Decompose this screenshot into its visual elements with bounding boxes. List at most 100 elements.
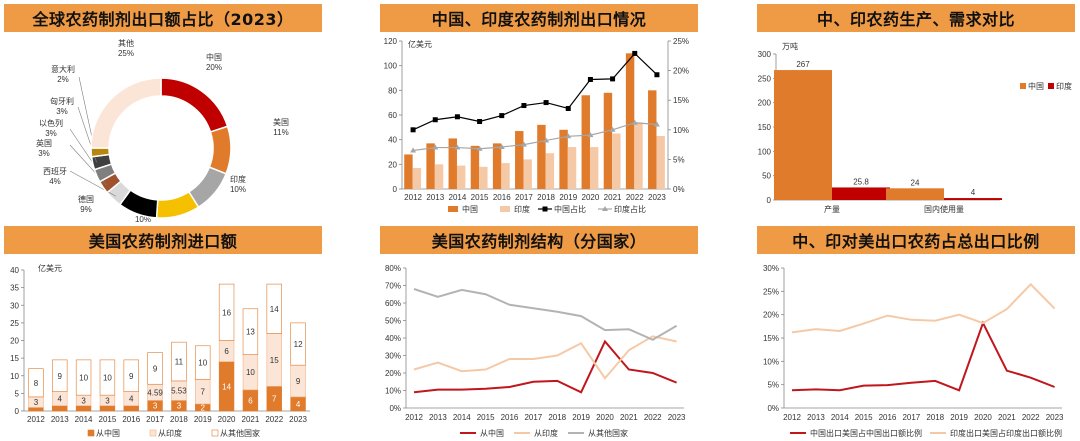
legend-swatch (1048, 83, 1054, 89)
title-banner-us-export-ratio: 中、印对美出口农药占总出口比例 (757, 226, 1075, 254)
legend-swatch (500, 206, 510, 212)
china-share-point (610, 76, 616, 82)
bar-china (603, 92, 613, 189)
y-tick-label: 120 (384, 37, 398, 46)
china-share-line (412, 52, 658, 131)
y-tick-label: 5 (15, 389, 20, 398)
pie-label-value: 11% (273, 128, 288, 137)
segment-value-label: 4 (129, 395, 134, 404)
x-tick-label: 2014 (453, 413, 471, 422)
bar-india (434, 164, 444, 189)
y-tick-label: 200 (758, 99, 772, 108)
stack-segment (99, 359, 116, 396)
china-share-point (654, 72, 660, 78)
x-tick-label: 2013 (426, 193, 444, 202)
bar-china (537, 124, 546, 189)
pie-label-value: 20% (206, 63, 222, 72)
y2-tick-label: 25% (673, 37, 689, 46)
segment-value-label: 4 (58, 395, 63, 404)
china-share-point (499, 113, 505, 119)
y-tick-label: 60 (388, 111, 397, 120)
india-share-point (631, 119, 638, 125)
x-tick-label: 2013 (51, 415, 69, 424)
x-tick-label: 2018 (548, 413, 566, 422)
x-tick-label: 2016 (122, 415, 140, 424)
y-tick-label: 80% (385, 264, 401, 273)
pie-label-value: 3% (45, 129, 57, 138)
y-tick-label: 40 (388, 136, 397, 145)
chart-us-structure: 0% 10% 20% 30% 40% 50% 60% 70% 80% 2012 2013 2014 20… (385, 264, 686, 438)
y-tick-label: 10% (385, 387, 401, 396)
segment-value-label: 5.53 (171, 387, 187, 396)
stack-segment (28, 407, 44, 412)
china-share-point (432, 117, 438, 123)
china-share-point (454, 114, 460, 120)
bar-india (589, 147, 599, 189)
x-tick-label: 2023 (648, 193, 666, 202)
y-tick-label: 20 (10, 337, 19, 346)
legend-label: 从印度 (158, 428, 182, 438)
stack-segment (52, 405, 68, 412)
y-tick-label: 60% (385, 299, 401, 308)
china-share-point (410, 127, 416, 133)
x-tick-label: 2017 (146, 415, 164, 424)
x-tick-label: 2014 (831, 413, 849, 422)
x-tick-label: 2019 (559, 193, 577, 202)
bar-india (523, 159, 532, 189)
series-line (413, 339, 677, 394)
x-tick-label: 2021 (604, 193, 622, 202)
series-line (413, 288, 678, 341)
y-tick-label: 30% (385, 352, 401, 361)
bar-value-label: 267 (796, 60, 810, 69)
y-tick-label: 20 (388, 160, 397, 169)
bar-india (545, 153, 555, 189)
india-share-point (587, 132, 594, 138)
y-tick-label: 100 (758, 147, 772, 156)
legend-marker (542, 206, 548, 212)
x-tick-label: 2022 (265, 415, 283, 424)
segment-value-label: 4.59 (147, 388, 163, 397)
pie-label-name: 印度 (230, 174, 246, 184)
x-tick-label: 2012 (404, 193, 422, 202)
x-tick-label: 2015 (471, 193, 489, 202)
y-tick-label: 250 (758, 74, 772, 83)
y2-tick-label: 0% (673, 185, 685, 194)
x-tick-label: 2018 (170, 415, 188, 424)
stack-segment (28, 368, 44, 398)
segment-value-label: 8 (34, 379, 39, 388)
y-tick-label: 70% (385, 282, 401, 291)
stack-segment (75, 405, 92, 412)
x-tick-label: 2015 (855, 413, 873, 422)
bar-india (501, 163, 510, 189)
x-tick-label: 2018 (926, 413, 944, 422)
stack-segment (266, 283, 282, 334)
pie-label-value: 3% (38, 149, 50, 158)
stack-segment (52, 359, 68, 392)
title-banner-us-structure: 美国农药制剂结构（分国家） (380, 226, 698, 254)
segment-value-label: 10 (246, 368, 255, 377)
y-tick-label: 30% (763, 264, 779, 273)
legend-marker (602, 206, 608, 211)
segment-value-label: 10 (79, 374, 88, 383)
x-tick-label: 2021 (998, 413, 1016, 422)
bar-value-label: 25.8 (853, 177, 869, 186)
bar-india (456, 165, 466, 189)
legend-label: 从印度 (534, 428, 558, 438)
x-tick-label: 2017 (524, 413, 542, 422)
y-tick-label: 0% (389, 404, 401, 413)
x-tick-label: 2013 (807, 413, 825, 422)
title-banner-us-imports: 美国农药制剂进口额 (4, 226, 322, 254)
pie-label-name: 意大利 (51, 64, 75, 74)
title-banner-global-share: 全球农药制剂出口额占比（2023） (4, 4, 322, 32)
x-tick-label: 2012 (783, 413, 801, 422)
y2-tick-label: 10% (673, 126, 689, 135)
x-tick-label: 2014 (449, 193, 467, 202)
segment-value-label: 6 (248, 396, 253, 405)
pie-label-name: 西班牙 (43, 166, 67, 176)
india-share-point (432, 144, 439, 150)
india-share-point (609, 126, 616, 132)
y-tick-label: 150 (758, 123, 772, 132)
y2-tick-label: 5% (673, 155, 685, 164)
chart-us-export-ratio: 0% 5% 10% 15% 20% 25% 30% 2012 2013 2014 2015 2016 2… (763, 264, 1064, 438)
y-tick-label: 0 (393, 185, 398, 194)
